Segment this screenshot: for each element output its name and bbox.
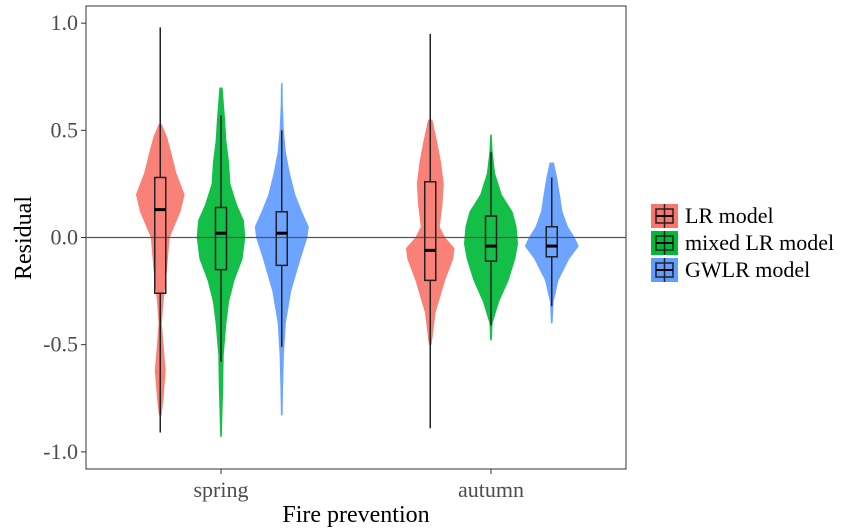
violin-autumn-2	[524, 162, 579, 324]
y-axis: -1.0 -0.5 0.0 0.5 1.0	[43, 10, 86, 464]
legend-label-2: GWLR model	[685, 257, 810, 282]
violin-spring-0	[135, 123, 185, 416]
box-spring-2	[275, 211, 288, 267]
box-spring-1	[214, 206, 228, 271]
y-axis-title: Residual	[11, 196, 37, 280]
legend-label-0: LR model	[685, 203, 774, 228]
violin-spring-2	[254, 83, 309, 416]
y-tick-label: 1.0	[51, 10, 79, 35]
x-tick-label: spring	[194, 477, 249, 502]
y-tick-label: -1.0	[43, 439, 78, 464]
box-autumn-0	[424, 181, 437, 282]
x-axis-title: Fire prevention	[282, 502, 429, 528]
x-axis: spring autumn	[194, 469, 524, 502]
box-autumn-2	[545, 226, 558, 258]
violins-layer	[135, 83, 579, 437]
y-tick-label: -0.5	[43, 332, 78, 357]
violin-spring-1	[196, 87, 246, 437]
boxplots-layer	[154, 27, 558, 433]
box-spring-0	[154, 176, 167, 294]
x-tick-label: autumn	[458, 477, 524, 502]
box-autumn-1	[484, 215, 498, 262]
y-tick-label: 0.0	[51, 225, 79, 250]
y-tick-label: 0.5	[51, 117, 79, 142]
violin-autumn-0	[405, 119, 455, 345]
legend-label-1: mixed LR model	[685, 230, 834, 255]
